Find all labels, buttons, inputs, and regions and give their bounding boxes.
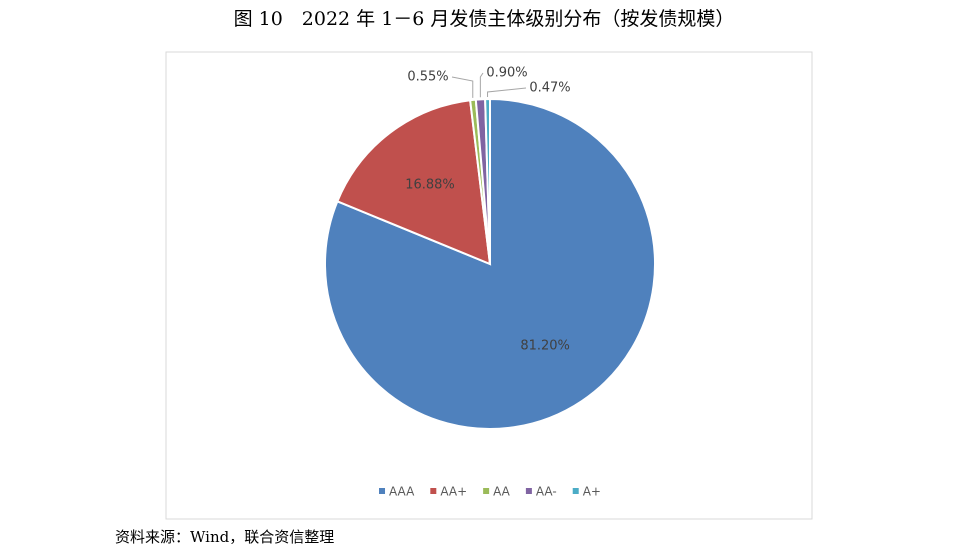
pie-slice (336, 99, 492, 266)
legend-marker (572, 488, 579, 494)
data-label: 0.55% (407, 70, 448, 85)
legend-label: AAA (389, 485, 415, 499)
leader-line (479, 72, 484, 98)
data-label: 0.47% (529, 81, 570, 96)
pie-slice (484, 97, 491, 265)
legend-label: AA- (536, 485, 557, 499)
legend-marker (430, 488, 437, 494)
legend-label: A+ (583, 485, 601, 499)
legend-label: AA (493, 485, 511, 499)
leader-line (487, 87, 527, 98)
data-label: 81.20% (520, 339, 570, 354)
legend-label: AA+ (440, 485, 467, 499)
legend-marker (525, 488, 532, 494)
leader-line (451, 76, 474, 98)
pie-slice (324, 97, 656, 430)
source-note: 资料来源：Wind，联合资信整理 (115, 528, 334, 546)
data-label: 16.88% (405, 178, 455, 193)
chart-title: 图 10 2022 年 1－6 月发债主体级别分布（按发债规模） (234, 8, 735, 30)
data-label: 0.90% (486, 66, 527, 81)
legend-marker (379, 488, 386, 494)
legend-marker (483, 488, 490, 494)
